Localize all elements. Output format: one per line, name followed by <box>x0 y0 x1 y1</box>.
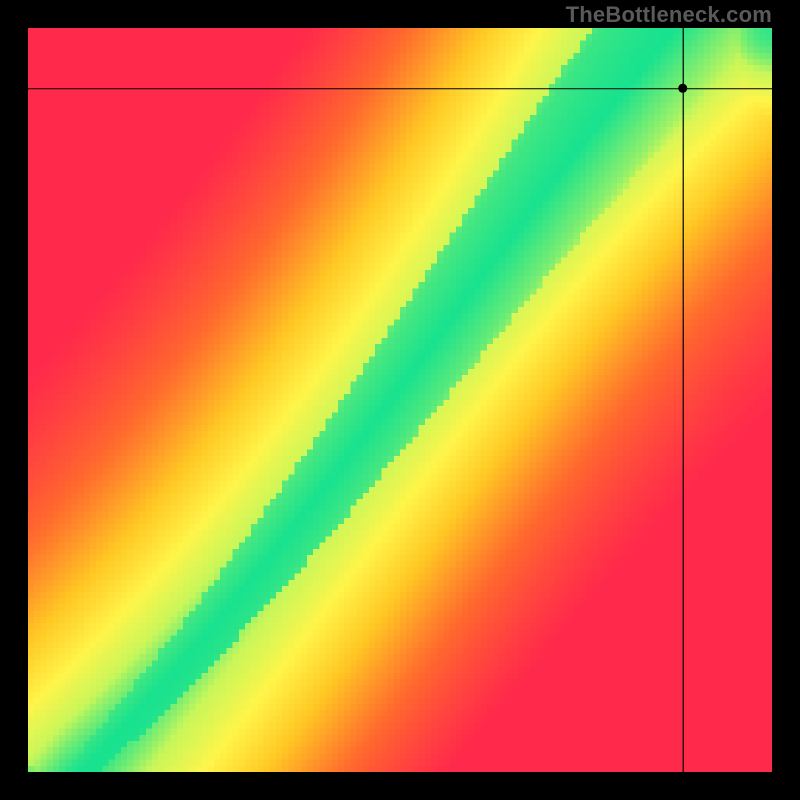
watermark-text: TheBottleneck.com <box>566 2 772 28</box>
chart-container: TheBottleneck.com <box>0 0 800 800</box>
crosshair-overlay <box>28 28 772 772</box>
